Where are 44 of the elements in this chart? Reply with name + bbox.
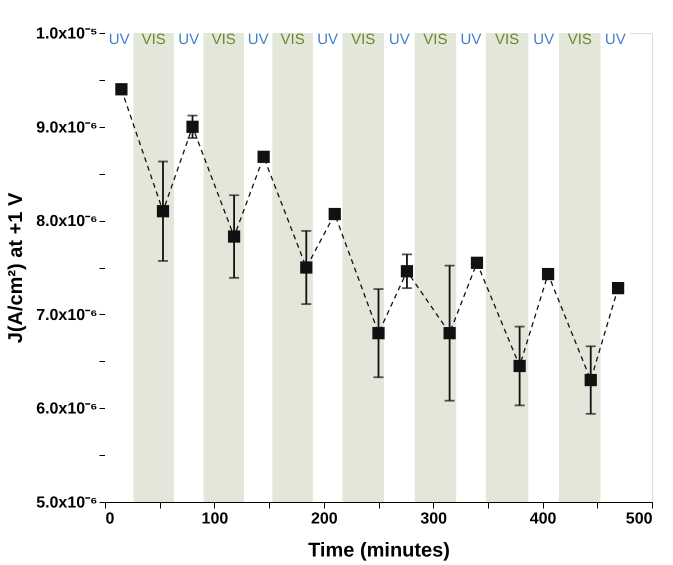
point bbox=[228, 230, 240, 243]
x-tick-label: 500 bbox=[626, 510, 653, 528]
x-tick-label: 400 bbox=[530, 510, 557, 528]
y-axis-title: J(A/cm²) at +1 V bbox=[5, 192, 28, 344]
point bbox=[300, 261, 312, 274]
x-tick-label: 300 bbox=[420, 510, 448, 528]
point bbox=[372, 327, 385, 340]
band-label: VIS bbox=[212, 31, 236, 48]
band-label: UV bbox=[388, 31, 410, 48]
y-tick-label: 8.0x10⁻⁶ bbox=[36, 213, 98, 230]
point bbox=[612, 282, 624, 294]
band-label: UV bbox=[108, 31, 130, 48]
band-label: UV bbox=[533, 31, 554, 48]
point bbox=[400, 265, 414, 278]
band-label: VIS bbox=[351, 31, 376, 48]
y-tick-label: 1.0x10⁻⁵ bbox=[36, 26, 98, 42]
x-tick-label: 0 bbox=[106, 510, 114, 528]
point bbox=[584, 374, 597, 386]
point bbox=[514, 360, 526, 372]
band-label: VIS bbox=[142, 31, 166, 48]
point bbox=[115, 83, 128, 96]
band-label: UV bbox=[604, 31, 626, 48]
y-tick-label: 6.0x10⁻⁶ bbox=[36, 400, 98, 418]
x-tick-label: 100 bbox=[202, 510, 228, 528]
band-label: UV bbox=[317, 31, 338, 48]
point bbox=[156, 205, 170, 218]
point bbox=[186, 120, 199, 133]
band-label: UV bbox=[460, 31, 482, 48]
point bbox=[470, 256, 484, 269]
band-label: VIS bbox=[568, 31, 592, 48]
y-tick-label: 7.0x10⁻⁶ bbox=[36, 306, 98, 324]
band-label: UV bbox=[178, 31, 200, 48]
point bbox=[542, 268, 554, 280]
point bbox=[328, 208, 341, 220]
y-tick-label: 9.0x10⁻⁶ bbox=[36, 119, 98, 136]
band-label: VIS bbox=[423, 31, 448, 48]
x-tick-label: 200 bbox=[310, 510, 338, 528]
x-axis-title: Time (minutes) bbox=[308, 540, 450, 562]
point bbox=[443, 327, 456, 340]
band-label: UV bbox=[248, 31, 269, 48]
point bbox=[258, 150, 270, 163]
band-label: VIS bbox=[494, 31, 520, 48]
band-label: VIS bbox=[280, 31, 305, 48]
y-tick-label: 5.0x10⁻⁶ bbox=[36, 494, 98, 512]
